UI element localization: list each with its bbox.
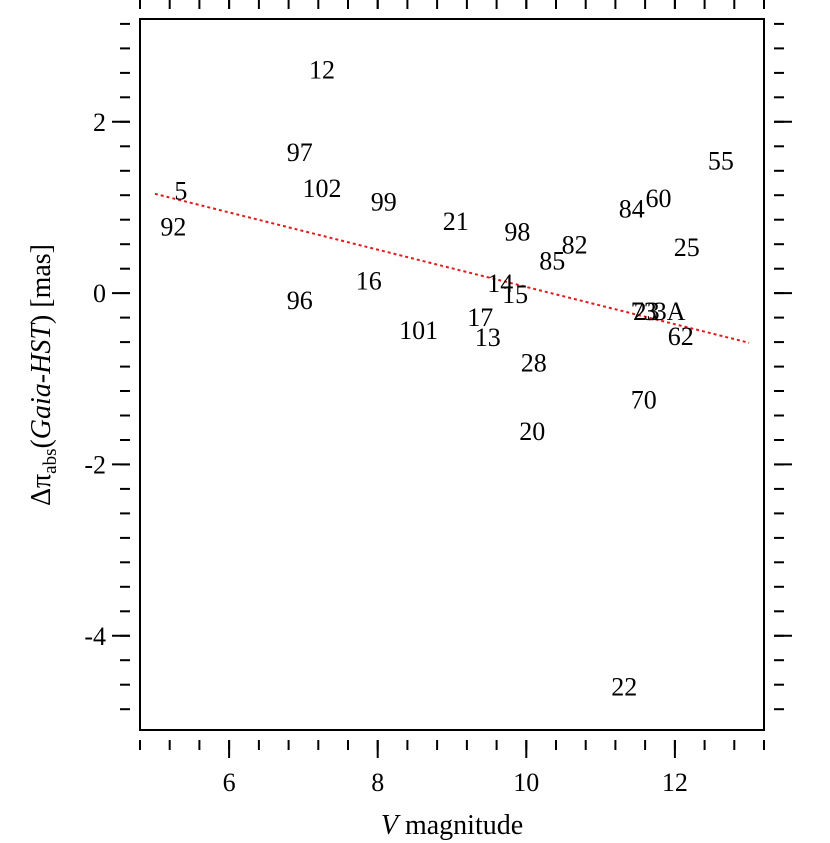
y-axis-right-ticks [774, 22, 792, 711]
data-point-14: 14 [487, 269, 513, 298]
data-point-84: 84 [619, 194, 645, 223]
y-tick-labels: -4 -2 0 2 [84, 108, 106, 651]
y-axis-title: Δπabs(Gaia-HST) [mas] [26, 244, 61, 506]
data-point-20: 20 [519, 417, 545, 446]
y-tick-label: -2 [84, 450, 106, 479]
data-point-60: 60 [646, 184, 672, 213]
data-point-98: 98 [504, 217, 530, 246]
y-tick-label: 2 [93, 108, 106, 137]
data-point-85: 85 [539, 247, 565, 276]
plot-frame [139, 18, 765, 731]
data-point-96: 96 [287, 286, 313, 315]
data-point-97: 97 [287, 138, 313, 167]
x-axis-top-ticks [139, 0, 765, 9]
x-tick-label: 10 [513, 768, 539, 797]
data-point-12: 12 [309, 56, 335, 85]
data-point-17: 17 [467, 303, 493, 332]
x-axis-bottom-ticks [139, 740, 765, 758]
y-tick-label: -4 [84, 622, 106, 651]
data-point-92: 92 [160, 212, 186, 241]
x-tick-label: 6 [223, 768, 236, 797]
data-point-23: 23 [634, 297, 660, 326]
data-point-73: 73 [631, 297, 657, 326]
fit-line [154, 192, 750, 344]
data-point-3A: 3A [654, 297, 686, 326]
data-point-102: 102 [303, 174, 342, 203]
data-point-62: 62 [668, 322, 694, 351]
x-tick-label: 8 [371, 768, 384, 797]
data-point-5: 5 [174, 176, 187, 205]
data-point-22: 22 [611, 672, 637, 701]
data-point-25: 25 [674, 233, 700, 262]
data-point-16: 16 [356, 266, 382, 295]
y-tick-label: 0 [93, 279, 106, 308]
y-axis-left-ticks [112, 22, 130, 711]
data-point-99: 99 [371, 188, 397, 217]
data-point-13: 13 [475, 323, 501, 352]
data-point-21: 21 [443, 207, 469, 236]
data-point-55: 55 [708, 146, 734, 175]
x-tick-labels: 6 8 10 12 [223, 768, 688, 797]
data-point-28: 28 [521, 349, 547, 378]
x-tick-label: 12 [662, 768, 688, 797]
data-point-70: 70 [631, 385, 657, 414]
data-point-15: 15 [502, 280, 528, 309]
x-axis-title: V magnitude [381, 810, 523, 841]
data-point-101: 101 [399, 316, 438, 345]
data-point-82: 82 [562, 230, 588, 259]
